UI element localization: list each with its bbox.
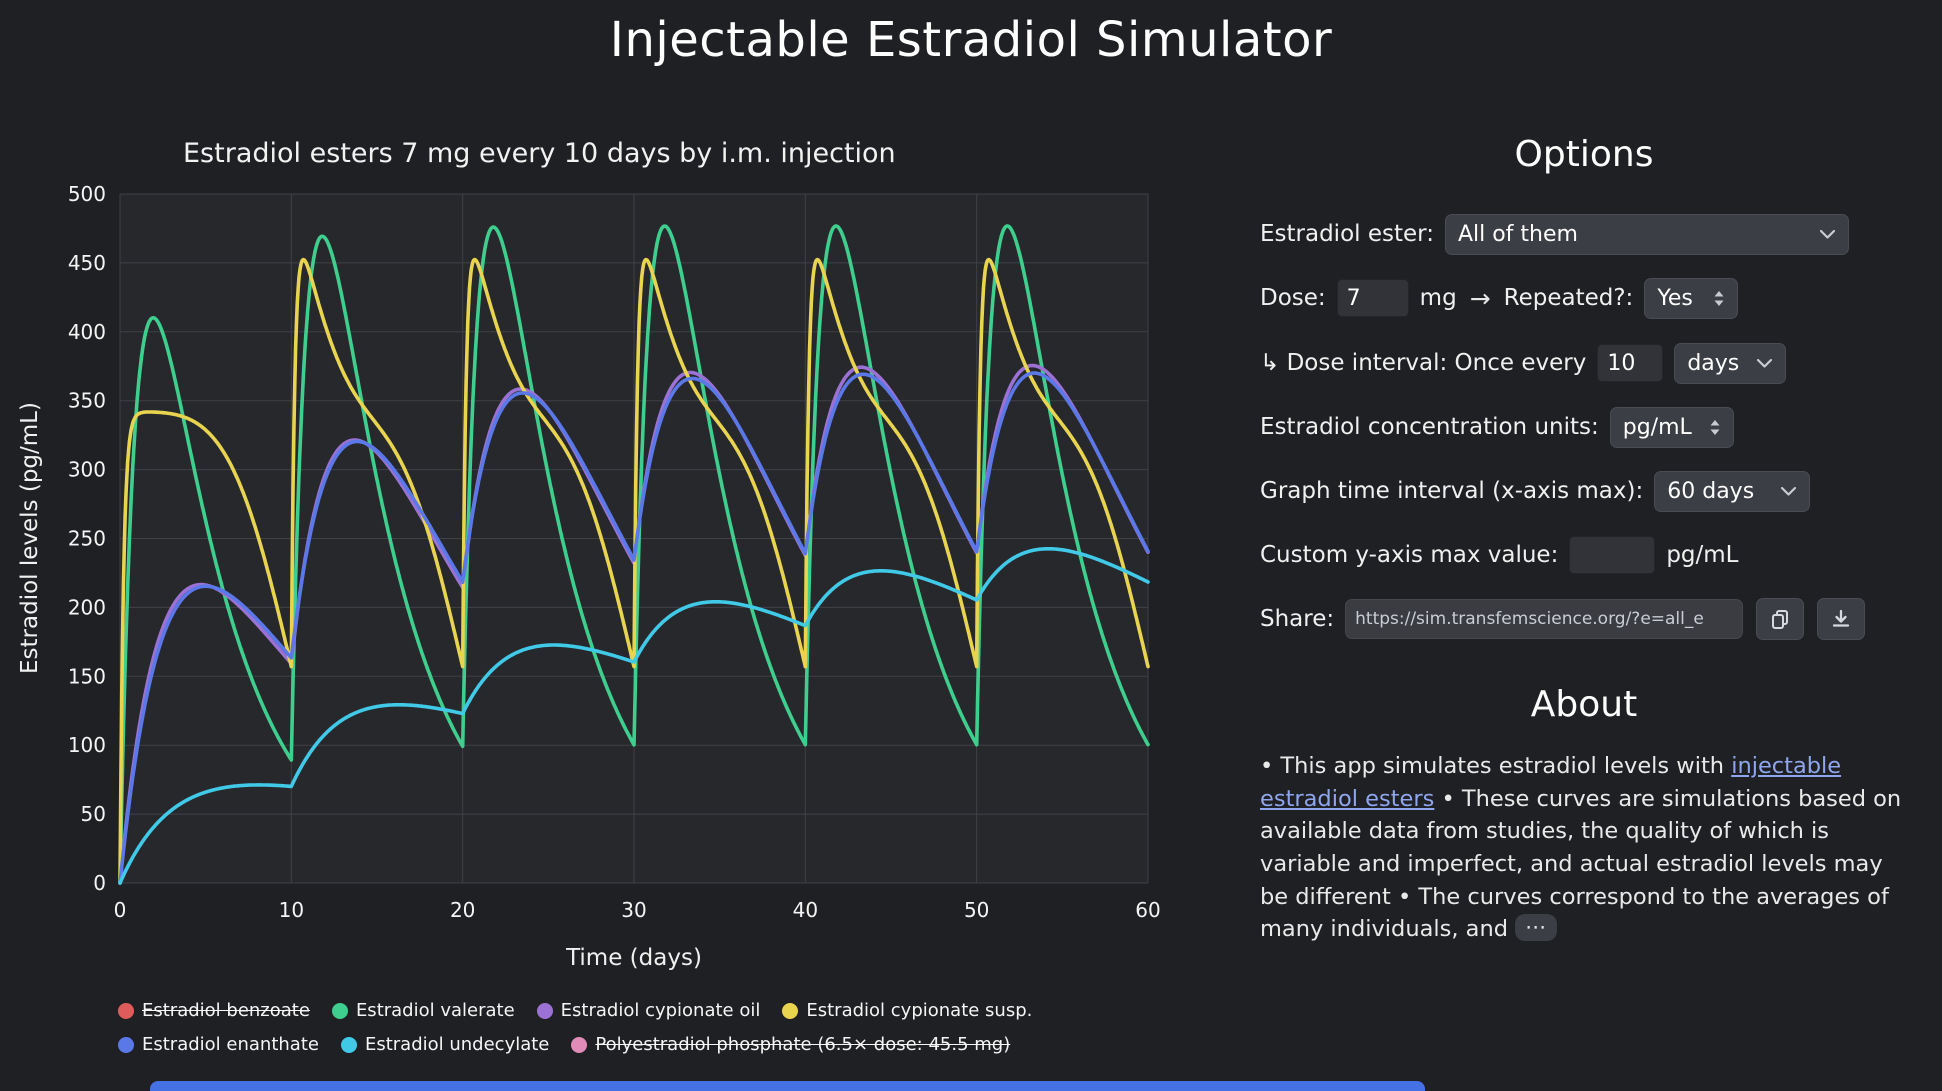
up-down-arrows-icon	[1714, 290, 1724, 306]
concentration-units-label: Estradiol concentration units:	[1260, 414, 1599, 440]
legend-label: Estradiol cypionate oil	[560, 1000, 761, 1021]
graph-interval-label: Graph time interval (x-axis max):	[1260, 478, 1644, 504]
repeated-select[interactable]: Yes	[1644, 277, 1739, 319]
interval-unit-value: days	[1687, 350, 1740, 376]
x-tick-label: 0	[114, 898, 127, 922]
x-tick-label: 30	[621, 898, 646, 922]
legend-item-estradiol-cypionate-oil[interactable]: Estradiol cypionate oil	[536, 1000, 761, 1021]
injectable-esters-link[interactable]: injectable estradiol esters	[1260, 753, 1842, 812]
dose-interval-input[interactable]	[1597, 344, 1664, 382]
x-tick-label: 20	[450, 898, 475, 922]
share-row: Share:	[1260, 596, 1866, 642]
legend-label: Estradiol valerate	[355, 1000, 515, 1021]
y-tick-label: 450	[68, 251, 106, 275]
x-tick-label: 40	[793, 898, 818, 922]
legend-marker-icon	[118, 1002, 134, 1019]
bottom-cutoff-element[interactable]	[150, 1081, 1425, 1091]
right-arrow-icon: →	[1469, 283, 1491, 313]
x-tick-label: 60	[1135, 898, 1160, 922]
legend-marker-icon	[536, 1002, 553, 1019]
concentration-units-row: Estradiol concentration units: pg/mL	[1260, 404, 1734, 450]
ester-label: Estradiol ester:	[1260, 221, 1434, 247]
y-tick-label: 150	[68, 664, 106, 688]
legend-label: Estradiol enanthate	[142, 1034, 319, 1055]
legend-label: Polyestradiol phosphate (6.5× dose: 45.5…	[595, 1034, 1011, 1055]
dose-label: Dose:	[1260, 285, 1326, 311]
legend-item-estradiol-benzoate[interactable]: Estradiol benzoate	[118, 1000, 310, 1021]
chevron-down-icon	[1819, 229, 1836, 239]
repeated-label: Repeated?:	[1503, 285, 1634, 311]
dose-interval-row: ↳ Dose interval: Once every days	[1260, 340, 1787, 386]
graph-interval-row: Graph time interval (x-axis max): 60 day…	[1260, 468, 1811, 514]
series-line-estradiol-cypionate-susp	[118, 257, 1150, 885]
x-tick-label: 10	[279, 898, 304, 922]
about-heading: About	[1530, 684, 1638, 725]
ymax-label: Custom y-axis max value:	[1260, 542, 1559, 568]
share-url-input[interactable]	[1345, 599, 1744, 639]
legend-marker-icon	[571, 1036, 588, 1053]
legend-item-estradiol-enanthate[interactable]: Estradiol enanthate	[118, 1034, 319, 1055]
up-down-arrows-icon	[1710, 419, 1720, 435]
y-tick-label: 250	[68, 527, 106, 551]
y-tick-label: 50	[81, 802, 106, 826]
graph-interval-value: 60 days	[1667, 478, 1755, 504]
legend-label: Estradiol cypionate susp.	[806, 1000, 1033, 1021]
chart-title: Estradiol esters 7 mg every 10 days by i…	[183, 138, 896, 169]
chart-plot: 0 10 20 30 40 50 60 0 50 100 150 200 250 300 350 400 450…	[68, 182, 1161, 922]
repeated-select-value: Yes	[1657, 285, 1693, 311]
y-tick-label: 200	[68, 595, 106, 619]
ester-select[interactable]: All of them	[1444, 213, 1849, 255]
concentration-units-select[interactable]: pg/mL	[1609, 406, 1734, 448]
series-line-estradiol-valerate	[118, 224, 1150, 885]
page-title: Injectable Estradiol Simulator	[609, 12, 1333, 68]
copy-icon	[1772, 610, 1789, 629]
y-tick-label: 300	[68, 458, 106, 482]
ymax-input[interactable]	[1569, 536, 1656, 574]
legend-marker-icon	[331, 1002, 348, 1019]
about-text-intro: • This app simulates estradiol levels wi…	[1260, 753, 1732, 779]
legend-label: Estradiol undecylate	[364, 1034, 550, 1055]
dose-unit-label: mg	[1419, 285, 1457, 311]
legend-marker-icon	[118, 1036, 134, 1053]
share-label: Share:	[1260, 606, 1335, 632]
download-icon	[1832, 609, 1850, 627]
y-tick-label: 350	[68, 389, 106, 413]
x-axis-label: Time (days)	[566, 945, 702, 971]
legend-item-estradiol-valerate[interactable]: Estradiol valerate	[331, 1000, 515, 1021]
interval-unit-select[interactable]: days	[1674, 342, 1787, 384]
ymax-row: Custom y-axis max value: pg/mL	[1260, 532, 1739, 578]
dose-input[interactable]	[1336, 279, 1409, 317]
dose-interval-label: ↳ Dose interval: Once every	[1260, 350, 1587, 376]
download-button[interactable]	[1817, 598, 1866, 640]
dose-row: Dose: mg → Repeated?: Yes	[1260, 275, 1739, 321]
legend-item-estradiol-cypionate-susp[interactable]: Estradiol cypionate susp.	[782, 1000, 1032, 1021]
expand-about-button[interactable]: ⋯	[1515, 913, 1558, 941]
legend-label: Estradiol benzoate	[142, 1000, 310, 1021]
y-tick-label: 400	[68, 320, 106, 344]
copy-link-button[interactable]	[1756, 598, 1805, 640]
ymax-unit-label: pg/mL	[1666, 542, 1739, 568]
concentration-units-value: pg/mL	[1622, 414, 1692, 440]
about-text: • This app simulates estradiol levels wi…	[1260, 750, 1908, 946]
chevron-down-icon	[1781, 486, 1797, 496]
y-tick-label: 100	[68, 733, 106, 757]
chart-legend: Estradiol benzoate Estradiol valerate Estr…	[118, 1000, 1193, 1055]
options-heading: Options	[1514, 134, 1654, 175]
about-text-continued: • These curves are simulations based on …	[1260, 785, 1902, 943]
ester-select-value: All of them	[1457, 221, 1578, 247]
legend-item-polyestradiol-phosphate-6-5-dose-45-5-mg[interactable]: Polyestradiol phosphate (6.5× dose: 45.5…	[571, 1034, 1010, 1055]
legend-marker-icon	[782, 1002, 799, 1019]
graph-interval-select[interactable]: 60 days	[1654, 470, 1811, 512]
series-line-estradiol-undecylate	[118, 546, 1150, 885]
x-tick-label: 50	[964, 898, 989, 922]
series-line-estradiol-enanthate	[118, 371, 1150, 885]
chevron-down-icon	[1757, 358, 1773, 368]
y-tick-label: 500	[68, 182, 106, 206]
legend-marker-icon	[340, 1036, 357, 1053]
ester-row: Estradiol ester: All of them	[1260, 211, 1849, 257]
legend-item-estradiol-undecylate[interactable]: Estradiol undecylate	[340, 1034, 550, 1055]
y-tick-label: 0	[93, 871, 106, 895]
